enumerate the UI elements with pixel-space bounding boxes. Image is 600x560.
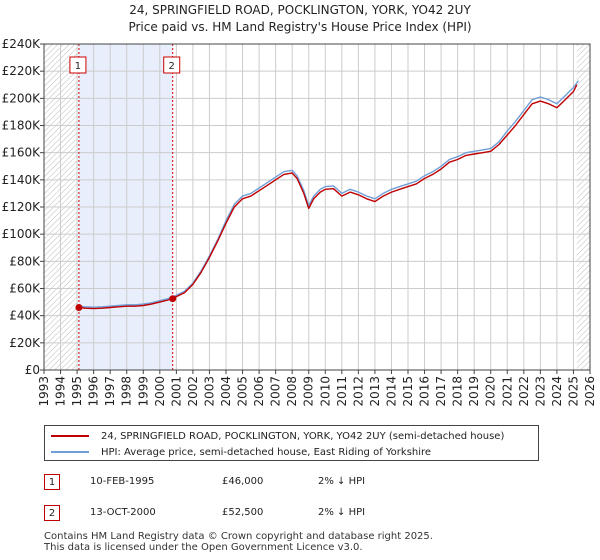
y-tick-label: £100K [2, 227, 42, 241]
legend-label-price: 24, SPRINGFIELD ROAD, POCKLINGTON, YORK,… [101, 430, 505, 442]
x-tick-label: 2015 [401, 376, 415, 407]
y-tick-label: £0 [25, 363, 40, 377]
sale-marker-label: 1 [75, 61, 81, 72]
sale-price: £52,500 [222, 507, 264, 518]
sale-number-badge: 1 [44, 474, 60, 490]
y-tick-label: £220K [2, 64, 42, 78]
x-tick-label: 2025 [566, 376, 580, 407]
x-tick-label: 2016 [418, 376, 432, 407]
x-tick-label: 2001 [169, 376, 183, 407]
x-tick-label: 2004 [219, 376, 233, 407]
x-tick-label: 2020 [484, 376, 498, 407]
sale-hpi-diff: 2% ↓ HPI [318, 476, 366, 487]
x-tick-label: 1995 [70, 376, 84, 407]
y-tick-label: £60K [9, 282, 41, 296]
x-tick-label: 2018 [451, 376, 465, 407]
y-tick-label: £120K [2, 200, 42, 214]
legend-item-price: 24, SPRINGFIELD ROAD, POCKLINGTON, YORK,… [51, 429, 504, 443]
x-tick-label: 1998 [120, 376, 134, 407]
x-tick-label: 2008 [285, 376, 299, 407]
x-tick-label: 2002 [186, 376, 200, 407]
x-tick-label: 1999 [136, 376, 150, 407]
x-tick-label: 2005 [236, 376, 250, 407]
x-tick-label: 2000 [153, 376, 167, 407]
x-tick-label: 2021 [500, 376, 514, 407]
chart-subtitle: Price paid vs. HM Land Registry's House … [128, 20, 472, 34]
x-tick-label: 2019 [467, 376, 481, 407]
sale-number-badge: 2 [44, 505, 60, 521]
x-tick-label: 2014 [384, 376, 398, 407]
legend-swatch-price [51, 435, 89, 437]
price-chart: 1 2 £0 £20K £40K £60K £80K £100K £120K £140K £160… [2, 37, 597, 407]
x-tick-label: 2006 [252, 376, 266, 407]
x-tick-label: 2013 [368, 376, 382, 407]
hpi-line [77, 80, 579, 308]
y-tick-label: £80K [9, 254, 41, 268]
x-tick-label: 2022 [517, 376, 531, 407]
sale-point [169, 295, 177, 303]
legend-label-hpi: HPI: Average price, semi-detached house,… [101, 446, 432, 458]
x-tick-label: 2003 [202, 376, 216, 407]
chart-title: 24, SPRINGFIELD ROAD, POCKLINGTON, YORK,… [129, 3, 471, 17]
sale-date: 13-OCT-2000 [90, 507, 156, 518]
price-paid-line [78, 84, 578, 310]
x-tick-label: 2012 [351, 376, 365, 407]
y-tick-label: £20K [9, 336, 41, 350]
sale-price: £46,000 [222, 476, 264, 487]
x-tick-label: 2011 [335, 376, 349, 407]
y-tick-label: £140K [2, 173, 42, 187]
x-tick-label: 1997 [103, 376, 117, 407]
sale-marker-box [163, 56, 181, 74]
chart-legend: 24, SPRINGFIELD ROAD, POCKLINGTON, YORK,… [44, 425, 539, 461]
x-tick-label: 1993 [37, 376, 51, 407]
y-tick-label: £160K [2, 146, 42, 160]
sale-hpi-diff: 2% ↓ HPI [318, 507, 366, 518]
x-tick-label: 2007 [269, 376, 283, 407]
y-tick-label: £240K [2, 37, 42, 51]
y-tick-label: £180K [2, 119, 42, 133]
sale-marker-label: 2 [169, 61, 175, 72]
footer-licence: This data is licensed under the Open Gov… [44, 542, 363, 553]
x-tick-label: 2010 [318, 376, 332, 407]
footer-copyright: Contains HM Land Registry data © Crown c… [44, 531, 433, 542]
x-tick-label: 2023 [533, 376, 547, 407]
x-tick-label: 1994 [54, 376, 68, 407]
y-tick-label: £200K [2, 91, 42, 105]
x-tick-label: 2024 [550, 376, 564, 407]
legend-swatch-hpi [51, 451, 89, 453]
sale-marker-box [69, 56, 87, 74]
x-tick-label: 2017 [434, 376, 448, 407]
sale-date: 10-FEB-1995 [90, 476, 155, 487]
x-tick-label: 2009 [302, 376, 316, 407]
x-tick-label: 2026 [583, 376, 597, 407]
legend-item-hpi: HPI: Average price, semi-detached house,… [51, 445, 431, 459]
y-tick-label: £40K [9, 309, 41, 323]
sale-point [75, 304, 83, 312]
x-tick-label: 1996 [87, 376, 101, 407]
